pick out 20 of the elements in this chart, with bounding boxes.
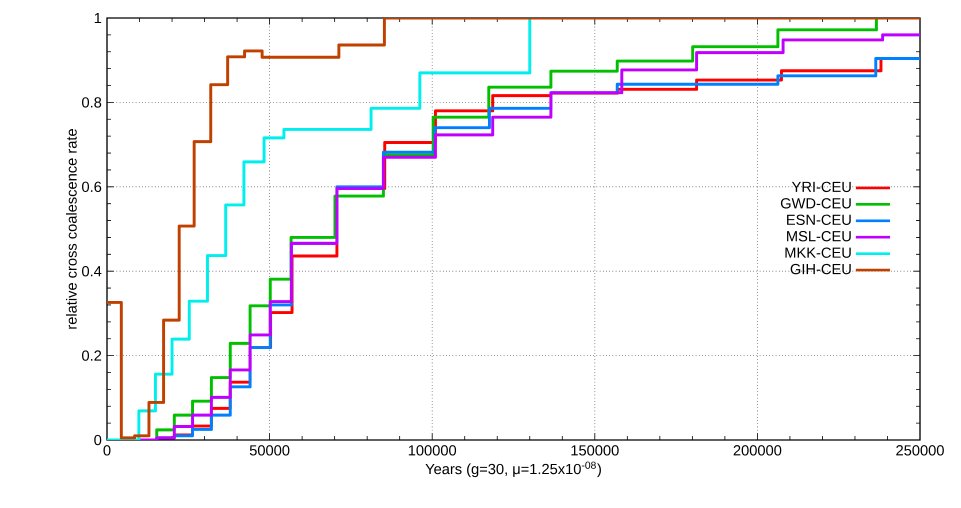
legend-label: GWD-CEU [780,198,851,209]
y-tick-label: 0.4 [82,266,102,276]
x-axis-title: Years (g=30, μ=1.25x10$^{-08}$) [425,462,601,478]
legend-label: MSL-CEU [787,231,851,242]
y-tick-label: 0.8 [82,97,102,108]
legend-label: GIH-CEU [790,264,851,274]
y-tick-label: 0.6 [82,182,102,192]
x-tick-label: 100000 [408,445,456,456]
x-tick-label: 150000 [571,445,619,456]
legend-label: MKK-CEU [785,247,851,258]
x-tick-label: 200000 [734,445,782,456]
x-tick-label: 50000 [250,445,290,456]
x-tick-label: 250000 [896,445,944,456]
y-tick-label: 0.2 [82,350,102,361]
y-tick-label: 0 [94,434,102,446]
legend-label: ESN-CEU [787,214,851,225]
y-tick-label: 1 [94,12,102,24]
legend-label: YRI-CEU [792,182,851,192]
y-axis-title: relative cross coalescence rate [66,129,77,329]
x-tick-label: 0 [103,445,110,456]
